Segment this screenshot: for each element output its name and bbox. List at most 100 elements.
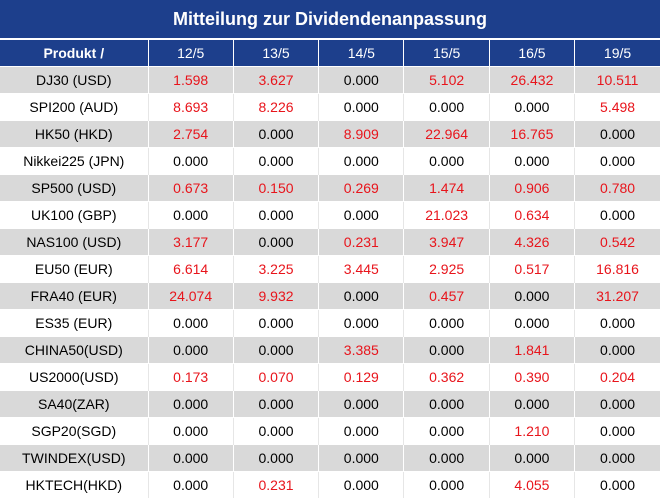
dividend-value-cell: 3.177 xyxy=(148,229,233,256)
product-name-cell: SGP20(SGD) xyxy=(0,418,148,445)
dividend-value-cell: 0.000 xyxy=(489,310,574,337)
dividend-value-cell: 0.000 xyxy=(233,148,318,175)
dividend-value-cell: 0.000 xyxy=(404,445,489,472)
dividend-value-cell: 0.673 xyxy=(148,175,233,202)
dividend-value-cell: 0.000 xyxy=(148,472,233,498)
dividend-value-cell: 0.269 xyxy=(319,175,404,202)
dividend-value-cell: 8.226 xyxy=(233,94,318,121)
dividend-value-cell: 0.000 xyxy=(489,283,574,310)
dividend-value-cell: 0.000 xyxy=(319,310,404,337)
dividend-value-cell: 0.000 xyxy=(404,472,489,498)
dividend-adjustment-notice: Mitteilung zur Dividendenanpassung Produ… xyxy=(0,0,660,483)
product-name-cell: SPI200 (AUD) xyxy=(0,94,148,121)
dividend-value-cell: 10.511 xyxy=(575,67,660,94)
dividend-value-cell: 2.754 xyxy=(148,121,233,148)
product-name-cell: TWINDEX(USD) xyxy=(0,445,148,472)
dividend-value-cell: 0.204 xyxy=(575,364,660,391)
dividend-value-cell: 0.000 xyxy=(319,472,404,498)
dividend-value-cell: 16.816 xyxy=(575,256,660,283)
dividend-value-cell: 0.000 xyxy=(404,418,489,445)
dividend-value-cell: 0.000 xyxy=(148,310,233,337)
dividend-value-cell: 0.000 xyxy=(233,229,318,256)
dividend-value-cell: 0.000 xyxy=(233,310,318,337)
dividend-value-cell: 9.932 xyxy=(233,283,318,310)
product-name-cell: HKTECH(HKD) xyxy=(0,472,148,498)
dividend-value-cell: 0.000 xyxy=(233,202,318,229)
dividend-value-cell: 8.909 xyxy=(319,121,404,148)
dividend-value-cell: 0.000 xyxy=(319,418,404,445)
dividend-value-cell: 1.210 xyxy=(489,418,574,445)
dividend-value-cell: 1.841 xyxy=(489,337,574,364)
page-title: Mitteilung zur Dividendenanpassung xyxy=(0,0,660,40)
column-header-date: 13/5 xyxy=(233,40,318,67)
dividend-value-cell: 3.225 xyxy=(233,256,318,283)
dividend-table: Produkt / 12/5 13/5 14/5 15/5 16/5 19/5 … xyxy=(0,40,660,498)
dividend-value-cell: 3.385 xyxy=(319,337,404,364)
dividend-value-cell: 0.000 xyxy=(148,337,233,364)
dividend-value-cell: 0.000 xyxy=(233,445,318,472)
dividend-value-cell: 0.000 xyxy=(575,391,660,418)
dividend-value-cell: 0.000 xyxy=(148,445,233,472)
dividend-value-cell: 3.947 xyxy=(404,229,489,256)
dividend-value-cell: 0.000 xyxy=(575,472,660,498)
dividend-value-cell: 0.000 xyxy=(575,310,660,337)
dividend-value-cell: 6.614 xyxy=(148,256,233,283)
product-name-cell: EU50 (EUR) xyxy=(0,256,148,283)
dividend-value-cell: 0.000 xyxy=(575,202,660,229)
dividend-value-cell: 24.074 xyxy=(148,283,233,310)
dividend-value-cell: 0.000 xyxy=(575,121,660,148)
product-name-cell: US2000(USD) xyxy=(0,364,148,391)
dividend-value-cell: 0.000 xyxy=(319,94,404,121)
product-name-cell: Nikkei225 (JPN) xyxy=(0,148,148,175)
dividend-value-cell: 0.000 xyxy=(575,445,660,472)
dividend-value-cell: 8.693 xyxy=(148,94,233,121)
dividend-value-cell: 4.326 xyxy=(489,229,574,256)
dividend-value-cell: 0.000 xyxy=(319,283,404,310)
product-name-cell: SA40(ZAR) xyxy=(0,391,148,418)
dividend-value-cell: 0.542 xyxy=(575,229,660,256)
dividend-value-cell: 0.000 xyxy=(319,391,404,418)
dividend-value-cell: 0.000 xyxy=(233,418,318,445)
product-name-cell: FRA40 (EUR) xyxy=(0,283,148,310)
column-header-date: 15/5 xyxy=(404,40,489,67)
dividend-value-cell: 0.000 xyxy=(148,391,233,418)
dividend-value-cell: 0.000 xyxy=(233,121,318,148)
dividend-value-cell: 0.000 xyxy=(489,148,574,175)
dividend-value-cell: 0.000 xyxy=(404,391,489,418)
dividend-value-cell: 5.102 xyxy=(404,67,489,94)
dividend-value-cell: 0.000 xyxy=(575,418,660,445)
column-header-date: 12/5 xyxy=(148,40,233,67)
dividend-value-cell: 0.000 xyxy=(489,445,574,472)
product-name-cell: HK50 (HKD) xyxy=(0,121,148,148)
column-header-date: 16/5 xyxy=(489,40,574,67)
dividend-value-cell: 0.634 xyxy=(489,202,574,229)
dividend-value-cell: 0.000 xyxy=(404,310,489,337)
dividend-value-cell: 0.000 xyxy=(148,202,233,229)
dividend-value-cell: 0.231 xyxy=(233,472,318,498)
dividend-value-cell: 0.906 xyxy=(489,175,574,202)
dividend-value-cell: 1.598 xyxy=(148,67,233,94)
dividend-value-cell: 0.000 xyxy=(319,67,404,94)
dividend-value-cell: 22.964 xyxy=(404,121,489,148)
product-name-cell: DJ30 (USD) xyxy=(0,67,148,94)
dividend-value-cell: 0.000 xyxy=(404,148,489,175)
dividend-value-cell: 0.231 xyxy=(319,229,404,256)
dividend-value-cell: 4.055 xyxy=(489,472,574,498)
dividend-value-cell: 0.000 xyxy=(233,337,318,364)
dividend-value-cell: 0.000 xyxy=(319,202,404,229)
dividend-value-cell: 0.780 xyxy=(575,175,660,202)
